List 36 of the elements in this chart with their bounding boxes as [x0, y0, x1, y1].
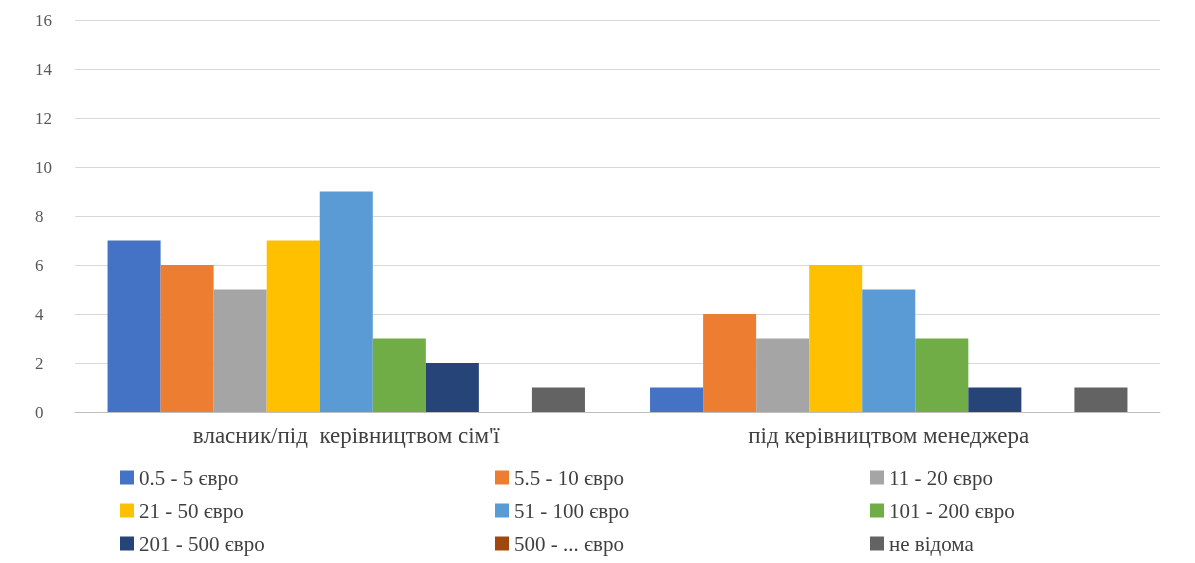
- y-tick-label: 0: [35, 402, 44, 422]
- bar: [160, 265, 214, 412]
- x-tick-label: власник/під керівництвом сім'ї: [192, 423, 501, 448]
- legend-label: 51 - 100 євро: [514, 498, 630, 523]
- bar: [809, 265, 863, 412]
- bar: [372, 338, 426, 412]
- legend-label: не відома: [889, 531, 975, 556]
- y-tick-label: 10: [35, 157, 52, 177]
- bar: [968, 387, 1022, 412]
- y-tick-label: 14: [35, 59, 53, 79]
- bar: [531, 387, 585, 412]
- y-tick-label: 16: [35, 10, 52, 30]
- bar: [703, 314, 757, 412]
- bar: [650, 387, 704, 412]
- bar: [107, 240, 161, 412]
- bar: [862, 289, 916, 412]
- y-tick-label: 4: [35, 304, 44, 324]
- x-tick-label: під керівництвом менеджера: [748, 423, 1030, 448]
- bar: [213, 289, 267, 412]
- legend-label: 0.5 - 5 євро: [139, 465, 239, 490]
- bar: [915, 338, 969, 412]
- y-tick-label: 12: [35, 108, 52, 128]
- bar: [319, 191, 373, 412]
- legend-label: 11 - 20 євро: [889, 465, 993, 490]
- legend-label: 5.5 - 10 євро: [514, 465, 624, 490]
- y-tick-label: 6: [35, 255, 44, 275]
- y-tick-label: 2: [35, 353, 44, 373]
- bar: [425, 363, 479, 412]
- legend-label: 101 - 200 євро: [889, 498, 1015, 523]
- y-tick-label: 8: [35, 206, 44, 226]
- bar: [266, 240, 320, 412]
- legend-label: 21 - 50 євро: [139, 498, 244, 523]
- legend-label: 201 - 500 євро: [139, 531, 265, 556]
- bar: [1074, 387, 1128, 412]
- legend-label: 500 - ... євро: [514, 531, 624, 556]
- bar: [756, 338, 810, 412]
